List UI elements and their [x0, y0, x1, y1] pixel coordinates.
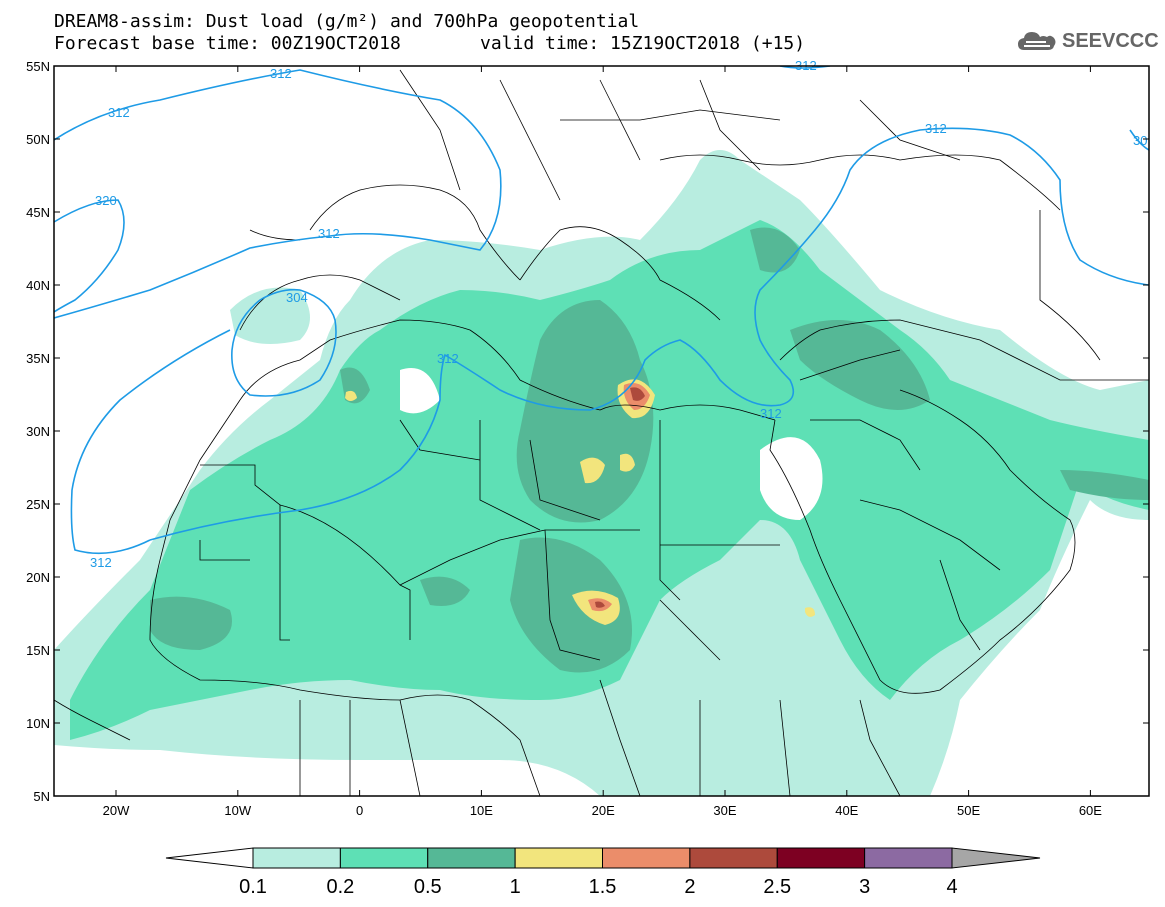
contour-label: 312: [270, 66, 292, 81]
country-borders: [54, 69, 1149, 796]
longitude-label: 20E: [592, 803, 615, 818]
latitude-labels: 55N 50N 45N 40N 35N 30N 25N 20N 15N 10N 5N: [26, 59, 50, 804]
longitude-label: 10W: [224, 803, 251, 818]
contour-label: 312: [318, 226, 340, 241]
longitude-label: 60E: [1079, 803, 1102, 818]
contour-label: 312: [760, 406, 782, 421]
dust-level-0.5: [516, 300, 654, 523]
colorbar-segment: [427, 847, 516, 869]
dust-shading: [54, 150, 1149, 796]
colorbar-label: 4: [946, 876, 957, 898]
axis-ticks: [54, 65, 1149, 797]
latitude-label: 20N: [26, 570, 50, 585]
valid-time: valid time: 15Z19OCT2018 (+15): [480, 33, 806, 54]
colorbar-segment: [602, 847, 691, 869]
colorbar-segment: [864, 847, 953, 869]
colorbar-label: 2.5: [763, 876, 791, 898]
latitude-label: 15N: [26, 643, 50, 658]
latitude-label: 10N: [26, 716, 50, 731]
longitude-labels: 20W 10W 0 10E 20E 30E 40E 50E 60E: [103, 803, 1103, 818]
dust-level-2: [630, 387, 645, 401]
latitude-label: 45N: [26, 205, 50, 220]
latitude-label: 5N: [33, 789, 50, 804]
latitude-label: 35N: [26, 351, 50, 366]
contour-label: 312: [925, 121, 947, 136]
longitude-label: 10E: [470, 803, 493, 818]
latitude-label: 50N: [26, 132, 50, 147]
longitude-label: 40E: [835, 803, 858, 818]
colorbar-segment: [252, 847, 341, 869]
forecast-base-time: Forecast base time: 00Z19OCT2018: [54, 33, 401, 54]
colorbar-label: 0.2: [326, 876, 354, 898]
cloud-icon: [1018, 32, 1056, 50]
contour-label: 320: [95, 193, 117, 208]
contour-label: 304: [286, 290, 308, 305]
colorbar-label: 1.5: [589, 876, 617, 898]
colorbar-over-arrow: [951, 847, 1041, 869]
contour-label: 312: [437, 351, 459, 366]
colorbar-under-arrow: [165, 847, 254, 869]
longitude-label: 20W: [103, 803, 130, 818]
colorbar-segment: [339, 847, 429, 869]
colorbar-label: 1: [510, 876, 521, 898]
latitude-label: 25N: [26, 497, 50, 512]
longitude-label: 30E: [713, 803, 736, 818]
latitude-label: 55N: [26, 59, 50, 74]
chart-title: DREAM8-assim: Dust load (g/m²) and 700hP…: [54, 11, 640, 32]
colorbar-label: 0.5: [414, 876, 442, 898]
colorbar: 0.1 0.2 0.5 1 1.5 2 2.5 3 4: [165, 847, 1041, 898]
colorbar-label: 2: [684, 876, 695, 898]
colorbar-segment: [514, 847, 603, 869]
latitude-label: 40N: [26, 278, 50, 293]
longitude-label: 0: [356, 803, 363, 818]
logo-text: SEEVCCC: [1062, 29, 1159, 52]
colorbar-label: 3: [859, 876, 870, 898]
contour-label: 312: [90, 555, 112, 570]
latitude-label: 30N: [26, 424, 50, 439]
colorbar-segment: [776, 847, 866, 869]
colorbar-label: 0.1: [239, 876, 267, 898]
contour-label: 30: [1133, 133, 1147, 148]
geopotential-contours: [54, 66, 1149, 555]
colorbar-segment: [689, 847, 778, 869]
seevccc-logo: SEEVCCC: [1016, 26, 1159, 56]
contour-label: 312: [108, 105, 130, 120]
longitude-label: 50E: [957, 803, 980, 818]
